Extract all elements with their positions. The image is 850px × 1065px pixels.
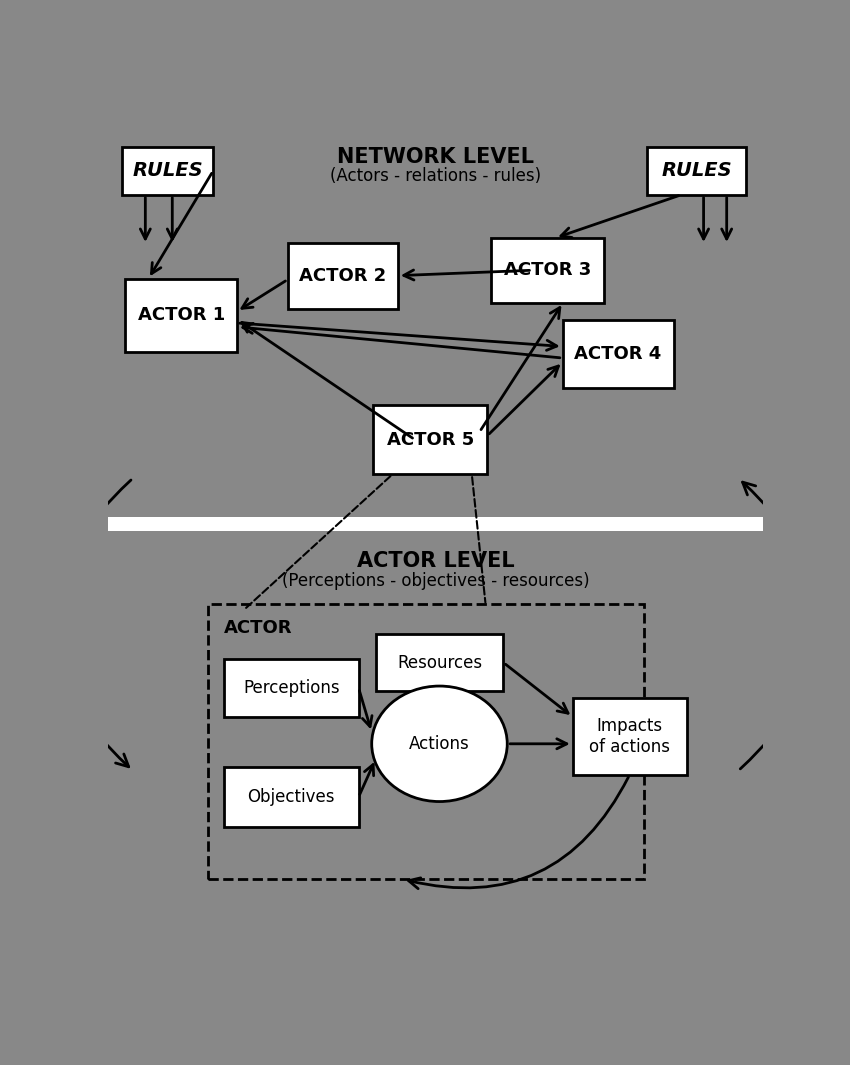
Text: ACTOR: ACTOR: [224, 620, 292, 637]
Text: Actions: Actions: [409, 735, 470, 753]
Text: ACTOR 4: ACTOR 4: [575, 345, 662, 363]
Text: ACTOR 3: ACTOR 3: [504, 261, 592, 279]
Bar: [224, 659, 359, 717]
Bar: [288, 243, 398, 309]
Text: ACTOR LEVEL: ACTOR LEVEL: [357, 551, 514, 571]
Bar: [373, 405, 487, 474]
Bar: [125, 279, 237, 351]
Bar: [208, 604, 643, 880]
Bar: [109, 517, 762, 530]
Text: RULES: RULES: [661, 162, 732, 180]
Bar: [491, 237, 604, 302]
Bar: [573, 698, 687, 774]
Bar: [224, 767, 359, 826]
FancyArrowPatch shape: [740, 482, 819, 769]
Text: RULES: RULES: [133, 162, 203, 180]
Text: Resources: Resources: [397, 654, 483, 672]
Text: NETWORK LEVEL: NETWORK LEVEL: [337, 147, 534, 167]
Text: (Actors - relations - rules): (Actors - relations - rules): [330, 166, 541, 184]
Bar: [563, 321, 673, 388]
Text: (Perceptions - objectives - resources): (Perceptions - objectives - resources): [282, 572, 589, 590]
Bar: [122, 147, 213, 195]
Bar: [377, 635, 503, 691]
Text: ACTOR 1: ACTOR 1: [138, 307, 224, 325]
Text: Objectives: Objectives: [247, 788, 335, 806]
Text: Perceptions: Perceptions: [243, 679, 339, 697]
Text: ACTOR 5: ACTOR 5: [387, 430, 473, 448]
FancyArrowPatch shape: [52, 480, 131, 767]
Bar: [648, 147, 746, 195]
FancyArrowPatch shape: [409, 777, 628, 888]
Text: Impacts
of actions: Impacts of actions: [589, 717, 670, 755]
Text: ACTOR 2: ACTOR 2: [299, 266, 387, 284]
Ellipse shape: [371, 686, 507, 802]
